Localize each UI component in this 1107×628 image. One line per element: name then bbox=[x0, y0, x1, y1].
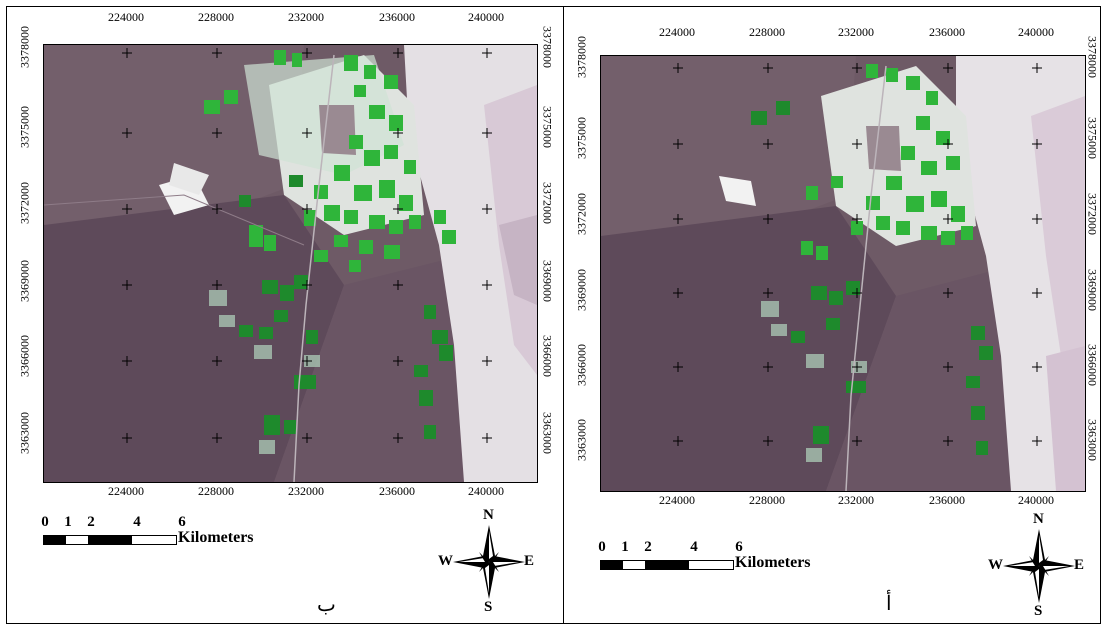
scale-number: 6 bbox=[178, 514, 186, 530]
panel-label: ب bbox=[317, 594, 336, 616]
x-tick-label: 228000 bbox=[198, 484, 234, 498]
y-tick-label: 3372000 bbox=[540, 182, 555, 224]
y-tick-label: 3375000 bbox=[17, 106, 32, 148]
compass-n: N bbox=[1033, 511, 1044, 527]
x-tick-label: 240000 bbox=[468, 10, 504, 24]
y-tick-label: 3369000 bbox=[574, 269, 589, 311]
y-tick-label: 3363000 bbox=[574, 419, 589, 461]
y-tick-label: 3378000 bbox=[1085, 36, 1100, 78]
x-tick-label: 232000 bbox=[838, 493, 874, 507]
y-tick-label: 3372000 bbox=[17, 182, 32, 224]
y-tick-label: 3366000 bbox=[574, 344, 589, 386]
y-tick-label: 3369000 bbox=[17, 260, 32, 302]
x-tick-label: 228000 bbox=[198, 10, 234, 24]
x-tick-label: 224000 bbox=[108, 484, 144, 498]
x-tick-label: 232000 bbox=[838, 25, 874, 39]
scale-number: 0 bbox=[41, 514, 49, 530]
x-tick-label: 240000 bbox=[468, 484, 504, 498]
scale-numbers: 0 1 2 4 6 bbox=[592, 539, 832, 557]
x-tick-label: 240000 bbox=[1018, 493, 1054, 507]
y-tick-label: 3378000 bbox=[574, 36, 589, 78]
compass-rose-icon bbox=[1003, 529, 1075, 603]
scale-number: 6 bbox=[735, 539, 743, 555]
y-tick-label: 3366000 bbox=[540, 335, 555, 377]
north-arrow: N W E S bbox=[987, 511, 1087, 621]
x-tick-label: 224000 bbox=[659, 493, 695, 507]
scale-number: 4 bbox=[690, 539, 698, 555]
x-tick-label: 224000 bbox=[659, 25, 695, 39]
y-tick-label: 3369000 bbox=[1085, 269, 1100, 311]
y-tick-label: 3363000 bbox=[1085, 419, 1100, 461]
scale-number: 4 bbox=[133, 514, 141, 530]
compass-n: N bbox=[483, 507, 494, 523]
map-panel-b: 224000 228000 232000 236000 240000 22400… bbox=[6, 6, 564, 624]
scale-bar: 0 1 2 4 6 Kilometers bbox=[35, 514, 295, 554]
y-tick-label: 3366000 bbox=[17, 335, 32, 377]
x-tick-label: 236000 bbox=[379, 484, 415, 498]
compass-w: W bbox=[438, 553, 453, 569]
y-tick-label: 3363000 bbox=[17, 412, 32, 454]
x-tick-label: 240000 bbox=[1018, 25, 1054, 39]
x-tick-label: 232000 bbox=[288, 484, 324, 498]
y-tick-label: 3378000 bbox=[540, 26, 555, 68]
compass-e: E bbox=[524, 553, 535, 569]
north-arrow: N W E S bbox=[437, 507, 537, 617]
y-tick-label: 3375000 bbox=[1085, 117, 1100, 159]
x-tick-label: 236000 bbox=[929, 25, 965, 39]
x-tick-label: 232000 bbox=[288, 10, 324, 24]
y-tick-label: 3366000 bbox=[1085, 344, 1100, 386]
x-tick-label: 224000 bbox=[108, 10, 144, 24]
scale-numbers: 0 1 2 4 6 bbox=[35, 514, 275, 532]
x-tick-label: 228000 bbox=[749, 493, 785, 507]
scale-number: 2 bbox=[644, 539, 652, 555]
y-tick-label: 3378000 bbox=[17, 26, 32, 68]
y-tick-label: 3375000 bbox=[540, 106, 555, 148]
x-tick-label: 236000 bbox=[929, 493, 965, 507]
scale-number: 1 bbox=[64, 514, 72, 530]
scale-number: 0 bbox=[598, 539, 606, 555]
y-tick-label: 3363000 bbox=[540, 412, 555, 454]
compass-w: W bbox=[988, 557, 1003, 573]
panel-label: أ bbox=[886, 593, 892, 615]
compass-s: S bbox=[484, 599, 493, 615]
x-tick-label: 228000 bbox=[749, 25, 785, 39]
y-tick-label: 3375000 bbox=[574, 117, 589, 159]
compass-s: S bbox=[1034, 603, 1043, 619]
scale-unit: Kilometers bbox=[178, 529, 254, 546]
y-tick-label: 3372000 bbox=[1085, 193, 1100, 235]
scale-unit: Kilometers bbox=[735, 554, 811, 571]
compass-rose-icon bbox=[453, 525, 525, 599]
satellite-image-render bbox=[44, 45, 537, 482]
compass-e: E bbox=[1074, 557, 1085, 573]
scale-number: 2 bbox=[87, 514, 95, 530]
y-tick-label: 3372000 bbox=[574, 193, 589, 235]
scale-bar-graphic bbox=[43, 535, 177, 545]
scale-bar: 0 1 2 4 6 Kilometers bbox=[592, 539, 852, 579]
scale-bar-graphic bbox=[600, 560, 734, 570]
y-tick-label: 3369000 bbox=[540, 260, 555, 302]
satellite-image bbox=[600, 55, 1086, 492]
map-panel-a: 224000 228000 232000 236000 240000 22400… bbox=[563, 6, 1101, 624]
satellite-image-render bbox=[601, 56, 1085, 491]
x-tick-label: 236000 bbox=[379, 10, 415, 24]
satellite-image bbox=[43, 44, 538, 483]
scale-number: 1 bbox=[621, 539, 629, 555]
